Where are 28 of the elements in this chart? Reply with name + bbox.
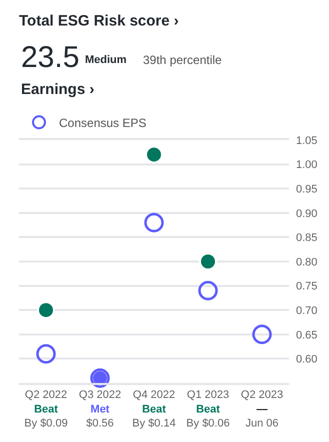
y-tick-label: 1.05 bbox=[296, 134, 318, 147]
point bbox=[36, 344, 56, 364]
point bbox=[252, 324, 272, 344]
x-tick-label: Q1 2023 Beat By $0.06 bbox=[186, 388, 230, 430]
y-tick-label: 0.65 bbox=[296, 329, 318, 342]
x-tick-label: Q2 2022 Beat By $0.09 bbox=[24, 388, 68, 430]
point bbox=[198, 280, 218, 300]
y-tick-label: 0.80 bbox=[296, 256, 318, 268]
point bbox=[145, 146, 163, 164]
x-tick-label: Q4 2022 Beat By $0.14 bbox=[132, 388, 176, 430]
text: Medium bbox=[85, 54, 127, 66]
text: 39th percentile bbox=[143, 53, 222, 67]
text: Earnings › bbox=[21, 81, 94, 98]
point bbox=[144, 212, 164, 232]
y-tick-label: 0.90 bbox=[296, 208, 318, 220]
point bbox=[37, 301, 55, 320]
y-tick-label: 0.60 bbox=[296, 354, 318, 366]
y-tick-label: 0.95 bbox=[296, 183, 318, 196]
y-tick-label: 1.00 bbox=[296, 159, 318, 172]
text: 23.5 bbox=[21, 41, 80, 74]
y-tick-label: 0.85 bbox=[296, 232, 318, 244]
x-tick-label: Q2 2023 — Jun 06 bbox=[240, 388, 284, 430]
point bbox=[199, 252, 217, 270]
legend-label: Consensus EPS bbox=[59, 116, 146, 130]
x-tick-label: Q3 2022 Met $0.56 bbox=[78, 388, 122, 430]
y-tick-label: 0.70 bbox=[296, 304, 318, 317]
chart-title: Total ESG Risk score › bbox=[19, 12, 179, 30]
y-tick-label: 0.75 bbox=[296, 280, 318, 293]
